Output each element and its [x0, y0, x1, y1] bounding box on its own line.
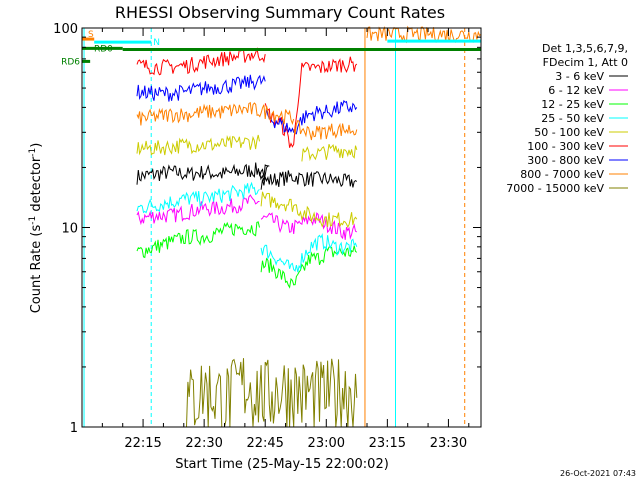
- legend-header-1: Det 1,3,5,6,7,9,: [542, 42, 628, 55]
- legend-entry-4: 50 - 100 keV: [534, 126, 604, 139]
- legend-entry-6: 300 - 800 keV: [527, 154, 604, 167]
- y-axis-label: Count Rate (s-1 detector-1): [28, 143, 44, 314]
- series-6-segment-0: [136, 74, 266, 102]
- series-3-segment-1: [260, 232, 358, 273]
- series-3: [136, 181, 358, 273]
- series-7-segment-1: [293, 119, 358, 141]
- x-tick-label-3: 23:00: [308, 436, 345, 451]
- series-2-segment-0: [136, 221, 260, 259]
- x-tick-label-1: 22:30: [185, 436, 222, 451]
- legend-header-2: FDecim 1, Att 0: [543, 56, 628, 69]
- legend-entry-7: 800 - 7000 keV: [520, 168, 604, 181]
- series-0-segment-1: [260, 170, 358, 190]
- x-axis-label: Start Time (25-May-15 22:00:02): [175, 457, 389, 472]
- series-1-segment-1: [260, 212, 358, 240]
- flag-label-3: RD6: [61, 57, 80, 67]
- chart-title: RHESSI Observing Summary Count Rates: [115, 3, 445, 22]
- y-axis-label-sup2: -1: [28, 148, 38, 157]
- legend-entry-5: 100 - 300 keV: [527, 140, 604, 153]
- plot-area: S N RD0 RD6: [61, 25, 482, 428]
- series-0-segment-0: [136, 162, 270, 185]
- x-tick-label-4: 23:15: [369, 436, 406, 451]
- series-2: [136, 221, 358, 289]
- footer-timestamp: 26-Oct-2021 07:43: [560, 469, 636, 478]
- series-1-segment-0: [136, 194, 260, 226]
- series-4-segment-1: [260, 191, 358, 229]
- flag-label-1: N: [153, 38, 160, 48]
- y-tick-label-0: 1: [70, 421, 78, 436]
- y-axis-label-sup1: -1: [28, 216, 38, 225]
- y-axis-label-main: Count Rate (s: [29, 225, 44, 314]
- y-axis-label-mid: detector: [29, 156, 44, 216]
- series-7: [136, 25, 482, 141]
- series-6: [136, 74, 358, 135]
- legend-entry-3: 25 - 50 keV: [541, 112, 604, 125]
- legend-entry-1: 6 - 12 keV: [548, 84, 604, 97]
- legend-entry-2: 12 - 25 keV: [541, 98, 604, 111]
- series-6-segment-1: [264, 99, 358, 135]
- series-4-segment-2: [301, 143, 358, 162]
- legend: Det 1,3,5,6,7,9, FDecim 1, Att 0 3 - 6 k…: [506, 42, 628, 195]
- series-7-segment-0: [136, 101, 295, 126]
- x-tick-label-2: 22:45: [246, 436, 283, 451]
- series-5-segment-0: [136, 47, 266, 76]
- series-8: [183, 358, 358, 428]
- y-axis-label-end: ): [29, 143, 44, 148]
- x-tick-label-0: 22:15: [124, 436, 161, 451]
- legend-entry-8: 7000 - 15000 keV: [506, 182, 604, 195]
- series-4: [136, 134, 358, 229]
- series-8-segment-0: [183, 358, 358, 428]
- series-1: [136, 194, 358, 240]
- y-tick-label-1: 10: [61, 222, 78, 237]
- series-5: [136, 47, 358, 148]
- legend-entry-0: 3 - 6 keV: [555, 70, 604, 83]
- series-0: [136, 162, 358, 190]
- series-7-segment-2: [366, 25, 482, 44]
- series-4-segment-0: [136, 134, 260, 156]
- x-tick-label-5: 23:30: [430, 436, 467, 451]
- series-3-segment-0: [136, 181, 260, 214]
- flag-label-0: S: [88, 30, 94, 40]
- flag-label-2: RD0: [94, 44, 113, 54]
- axes: 22:15 22:30 22:45 23:00 23:15 23:30 1 10 100: [53, 22, 481, 451]
- series-2-segment-1: [260, 245, 358, 289]
- y-tick-label-2: 100: [53, 22, 78, 37]
